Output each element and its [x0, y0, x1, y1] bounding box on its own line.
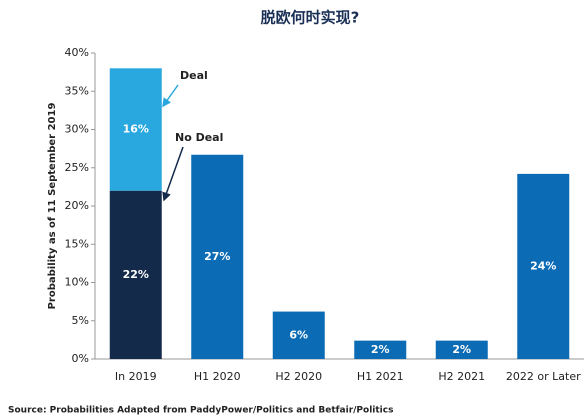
- source: Source: Probabilities Adapted from Paddy…: [8, 406, 393, 416]
- value-label: 22%: [123, 268, 149, 281]
- y-tick-label: 10%: [65, 276, 89, 289]
- bar: [354, 340, 407, 359]
- value-label: 16%: [123, 123, 149, 136]
- x-tick-label: In 2019: [115, 370, 157, 383]
- annotation: Deal: [180, 69, 208, 82]
- bar: [109, 190, 162, 359]
- annotation-arrow: [162, 146, 184, 202]
- y-tick-label: 20%: [65, 199, 89, 212]
- x-tick-label: H1 2020: [194, 370, 241, 383]
- y-tick-label: 0%: [72, 352, 89, 365]
- y-tick-label: 40%: [65, 46, 89, 59]
- y-tick-label: 15%: [65, 237, 89, 250]
- y-tick-label: 35%: [65, 84, 89, 97]
- x-tick-label: H1 2021: [357, 370, 404, 383]
- value-label: 6%: [289, 328, 308, 341]
- annotation-arrow: [162, 84, 179, 108]
- y-tick-label: 25%: [65, 161, 89, 174]
- value-label: 24%: [530, 259, 556, 272]
- value-label: 27%: [204, 250, 230, 263]
- y-axis-label: Probability as of 11 September 2019: [47, 103, 58, 310]
- bar: [517, 173, 570, 359]
- y-tick-label: 30%: [65, 123, 89, 136]
- value-label: 2%: [452, 343, 471, 356]
- x-tick-label: H2 2021: [438, 370, 485, 383]
- x-tick-label: 2022 or Later: [506, 370, 581, 383]
- bar: [435, 340, 488, 359]
- bar: [109, 68, 162, 191]
- annotation: No Deal: [175, 131, 223, 144]
- bar: [272, 311, 325, 359]
- bar: [191, 154, 244, 359]
- chart-title: 脱欧何时实现?: [261, 9, 360, 27]
- y-tick-label: 5%: [72, 314, 89, 327]
- value-label: 2%: [371, 343, 390, 356]
- x-tick-label: H2 2020: [275, 370, 322, 383]
